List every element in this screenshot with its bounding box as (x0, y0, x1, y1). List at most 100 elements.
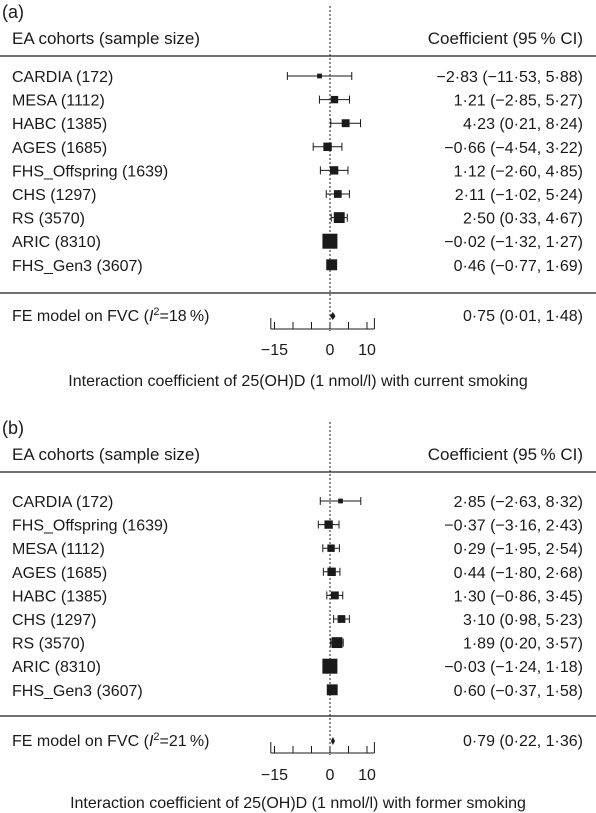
point-estimate-square (330, 591, 339, 600)
row-label: MESA (1112) (12, 93, 105, 110)
point-estimate-square (341, 119, 350, 128)
x-axis: −15 0 10 (261, 742, 376, 784)
row-coefficient: 3·10 (0·98, 5·23) (463, 612, 583, 629)
column-header-coefficient: Coefficient (95 % CI) (428, 445, 583, 464)
row-coefficient: 0·44 (−1·80, 2·68) (454, 565, 583, 582)
forest-row: CHS (1297) 2·11 (−1·02, 5·24) (12, 187, 583, 204)
column-header-cohorts: EA cohorts (sample size) (12, 29, 200, 48)
point-estimate-square (327, 544, 335, 552)
row-coefficient: 1·21 (−2·85, 5·27) (454, 93, 583, 110)
row-coefficient: 0·29 (−1·95, 2·54) (454, 541, 583, 558)
summary-label: FE model on FVC (I2=18 %) (12, 306, 209, 325)
summary-row: FE model on FVC (I2=18 %) 0·75 (0·01, 1·4… (12, 306, 583, 325)
forest-row: FHS_Gen3 (3607) 0·46 (−0·77, 1·69) (12, 258, 583, 275)
forest-row: ARIC (8310) −0·03 (−1·24, 1·18) (12, 658, 583, 676)
row-label: CARDIA (172) (12, 494, 113, 511)
point-estimate-square (330, 95, 339, 104)
point-estimate-square (329, 166, 339, 175)
row-coefficient: 0·60 (−0·37, 1·58) (454, 683, 583, 700)
forest-row: HABC (1385) 4·23 (0·21, 8·24) (12, 116, 583, 133)
row-label: AGES (1685) (12, 140, 107, 157)
i2-symbol: I (149, 308, 154, 325)
point-estimate-square (326, 259, 338, 271)
point-estimate-square (333, 212, 345, 224)
row-label: MESA (1112) (12, 541, 105, 558)
point-estimate-square (322, 658, 338, 674)
row-coefficient: 1·89 (0·20, 3·57) (463, 636, 583, 653)
row-coefficient: −0·03 (−1·24, 1·18) (444, 659, 583, 676)
row-coefficient: −0·66 (−4·54, 3·22) (444, 140, 583, 157)
row-coefficient: −0·37 (−3·16, 2·43) (444, 518, 583, 535)
row-label: FHS_Gen3 (3607) (12, 258, 143, 275)
row-label: FHS_Offspring (1639) (12, 518, 168, 535)
x-axis-title: Interaction coefficient of 25(OH)D (1 nm… (70, 795, 526, 812)
point-estimate-square (322, 233, 338, 249)
i2-value: =18 %) (160, 308, 210, 325)
x-tick-label: −15 (261, 767, 288, 784)
forest-row: FHS_Offspring (1639) 1·12 (−2·60, 4·85) (12, 163, 583, 180)
x-tick-label: 0 (326, 342, 335, 359)
row-coefficient: 1·12 (−2·60, 4·85) (454, 163, 583, 180)
forest-row: MESA (1112) 0·29 (−1·95, 2·54) (12, 541, 583, 558)
summary-coefficient: 0·79 (0·22, 1·36) (463, 733, 583, 750)
point-estimate-square (326, 684, 338, 696)
point-estimate-square (324, 520, 333, 529)
column-header-coefficient: Coefficient (95 % CI) (428, 29, 583, 48)
forest-panel-b: (b) EA cohorts (sample size) Coefficient (… (0, 418, 596, 812)
panel-label: (b) (2, 418, 24, 438)
row-label: CHS (1297) (12, 187, 96, 204)
summary-label-prefix: FE model on FVC ( (12, 308, 150, 325)
i2-value: =21 %) (160, 733, 210, 750)
row-coefficient: 0·46 (−0·77, 1·69) (454, 258, 583, 275)
forest-row: AGES (1685) −0·66 (−4·54, 3·22) (12, 140, 583, 157)
row-label: FHS_Offspring (1639) (12, 163, 168, 180)
point-estimate-square (323, 142, 332, 152)
point-estimate-square (331, 637, 343, 649)
point-estimate-square (327, 567, 336, 577)
x-axis: −15 0 10 (261, 318, 376, 359)
summary-diamond (330, 312, 336, 320)
row-label: ARIC (8310) (12, 234, 101, 251)
forest-row: ARIC (8310) −0·02 (−1·32, 1·27) (12, 233, 583, 251)
row-coefficient: 2·85 (−2·63, 8·32) (454, 494, 583, 511)
x-tick-label: 0 (326, 767, 335, 784)
forest-row: CARDIA (172) −2·83 (−11·53, 5·88) (12, 69, 583, 86)
row-label: FHS_Gen3 (3607) (12, 683, 143, 700)
column-header-cohorts: EA cohorts (sample size) (12, 445, 200, 464)
forest-row: MESA (1112) 1·21 (−2·85, 5·27) (12, 93, 583, 110)
forest-row: FHS_Gen3 (3607) 0·60 (−0·37, 1·58) (12, 683, 583, 700)
forest-row: RS (3570) 1·89 (0·20, 3·57) (12, 636, 583, 653)
summary-row: FE model on FVC (I2=21 %) 0·79 (0·22, 1·3… (12, 731, 583, 750)
row-coefficient: 2·50 (0·33, 4·67) (463, 211, 583, 228)
summary-label: FE model on FVC (I2=21 %) (12, 731, 209, 750)
point-estimate-square (333, 190, 342, 198)
i2-superscript: 2 (153, 731, 159, 743)
i2-superscript: 2 (153, 306, 159, 318)
panel-label: (a) (2, 2, 24, 22)
point-estimate-square (338, 498, 343, 504)
forest-row: HABC (1385) 1·30 (−0·86, 3·45) (12, 588, 583, 605)
row-label: RS (3570) (12, 636, 85, 653)
point-estimate-square (317, 73, 322, 79)
summary-diamond (330, 737, 336, 745)
forest-row: CARDIA (172) 2·85 (−2·63, 8·32) (12, 494, 583, 511)
x-tick-label: 10 (358, 342, 376, 359)
point-estimate-square (337, 615, 346, 623)
i2-symbol: I (149, 733, 154, 750)
summary-label-prefix: FE model on FVC ( (12, 733, 150, 750)
x-tick-label: −15 (261, 342, 288, 359)
row-label: RS (3570) (12, 211, 85, 228)
row-coefficient: −0·02 (−1·32, 1·27) (444, 234, 583, 251)
row-coefficient: 4·23 (0·21, 8·24) (463, 116, 583, 133)
forest-row: CHS (1297) 3·10 (0·98, 5·23) (12, 612, 583, 629)
row-coefficient: 1·30 (−0·86, 3·45) (454, 588, 583, 605)
row-coefficient: 2·11 (−1·02, 5·24) (455, 187, 583, 204)
forest-row: AGES (1685) 0·44 (−1·80, 2·68) (12, 565, 583, 582)
summary-coefficient: 0·75 (0·01, 1·48) (463, 308, 583, 325)
row-label: AGES (1685) (12, 565, 107, 582)
forest-row: FHS_Offspring (1639) −0·37 (−3·16, 2·43) (12, 518, 583, 535)
forest-panel-a: (a) EA cohorts (sample size) Coefficient (… (0, 2, 596, 390)
row-label: ARIC (8310) (12, 659, 101, 676)
row-label: HABC (1385) (12, 588, 107, 605)
